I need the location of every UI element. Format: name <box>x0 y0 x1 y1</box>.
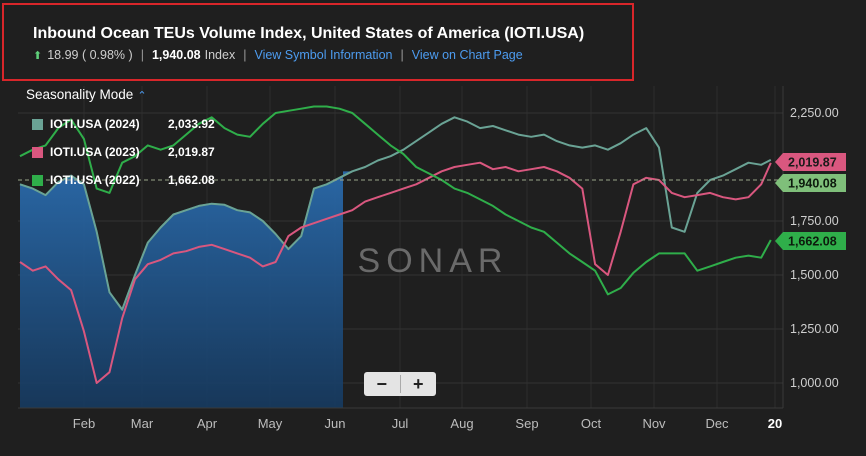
series-line-2024 <box>19 116 772 311</box>
zoom-out-button[interactable]: − <box>376 373 387 394</box>
value-unit: Index <box>204 48 236 62</box>
y-axis-ticks: 1,000.00 1,250.00 1,500.00 1,750.00 2,250.00 <box>790 106 839 390</box>
end-label-box <box>775 153 846 171</box>
caret-up-icon: ⌃ <box>137 90 147 102</box>
change-value: 18.99 ( 0.98% ) <box>47 48 133 62</box>
zoom-in-button[interactable]: + <box>412 373 424 394</box>
x-tick-label: Oct <box>581 416 602 431</box>
legend-item[interactable]: IOTI.USA (2024) 2,033.92 <box>32 110 215 138</box>
price-summary: ⬆ 18.99 ( 0.98% ) | 1,940.08 Index | Vie… <box>33 48 523 62</box>
y-tick-label: 1,250.00 <box>790 322 839 336</box>
seasonality-label: Seasonality Mode <box>26 87 134 102</box>
legend: IOTI.USA (2024) 2,033.92 IOTI.USA (2023)… <box>32 110 215 194</box>
up-arrow-icon: ⬆ <box>33 49 43 62</box>
legend-swatch <box>32 146 43 158</box>
x-tick-label: 20 <box>768 416 782 431</box>
x-tick-label: Sep <box>515 416 538 431</box>
x-tick-label: Jun <box>325 416 346 431</box>
x-tick-label: Feb <box>73 416 95 431</box>
end-label-text: 2,019.87 <box>788 156 837 170</box>
y-tick-label: 2,250.00 <box>790 106 839 120</box>
end-value-labels: 2,019.87 1,940.08 1,662.08 <box>775 153 846 250</box>
current-value: 1,940.08 <box>151 48 201 62</box>
divider: | <box>140 48 144 62</box>
divider <box>399 375 401 393</box>
end-label-box <box>775 174 846 192</box>
legend-item[interactable]: IOTI.USA (2023) 2,019.87 <box>32 138 215 166</box>
legend-item[interactable]: IOTI.USA (2022) 1,662.08 <box>32 166 215 194</box>
x-tick-label: Jul <box>392 416 409 431</box>
y-tick-label: 1,000.00 <box>790 376 839 390</box>
legend-swatch <box>32 174 43 186</box>
zoom-controls: − + <box>364 372 436 396</box>
x-tick-label: Dec <box>705 416 729 431</box>
divider: | <box>400 48 404 62</box>
end-label-text: 1,940.08 <box>788 177 837 191</box>
x-tick-label: Aug <box>450 416 473 431</box>
end-label-box <box>775 232 846 250</box>
divider: | <box>243 48 247 62</box>
x-tick-label: Apr <box>197 416 218 431</box>
legend-value: 2,033.92 <box>168 117 215 131</box>
legend-label: IOTI.USA (2022) <box>50 173 140 187</box>
x-axis-ticks: Feb Mar Apr May Jun Jul Aug Sep Oct Nov Dec 20 <box>73 416 782 431</box>
view-chart-page-link[interactable]: View on Chart Page <box>411 48 523 62</box>
x-tick-label: May <box>258 416 283 431</box>
legend-label: IOTI.USA (2023) <box>50 145 140 159</box>
legend-swatch <box>32 118 43 130</box>
series-lines <box>19 105 772 384</box>
legend-value: 2,019.87 <box>168 145 215 159</box>
x-tick-label: Mar <box>131 416 154 431</box>
x-tick-label: Nov <box>642 416 666 431</box>
view-symbol-link[interactable]: View Symbol Information <box>254 48 393 62</box>
seasonality-mode-toggle[interactable]: Seasonality Mode ⌃ <box>26 87 147 102</box>
chart-title: Inbound Ocean TEUs Volume Index, United … <box>33 25 585 42</box>
legend-label: IOTI.USA (2024) <box>50 117 140 131</box>
highlight-box <box>2 3 634 81</box>
series-line-2022 <box>19 105 772 296</box>
sonar-watermark: SONAR <box>358 242 509 280</box>
series-line-2023 <box>19 161 772 384</box>
legend-value: 1,662.08 <box>168 173 215 187</box>
y-tick-label: 1,500.00 <box>790 268 839 282</box>
chart-header: Inbound Ocean TEUs Volume Index, United … <box>0 0 866 86</box>
end-label-text: 1,662.08 <box>788 235 837 249</box>
y-tick-label: 1,750.00 <box>790 214 839 228</box>
series-2024-fill <box>20 171 353 408</box>
